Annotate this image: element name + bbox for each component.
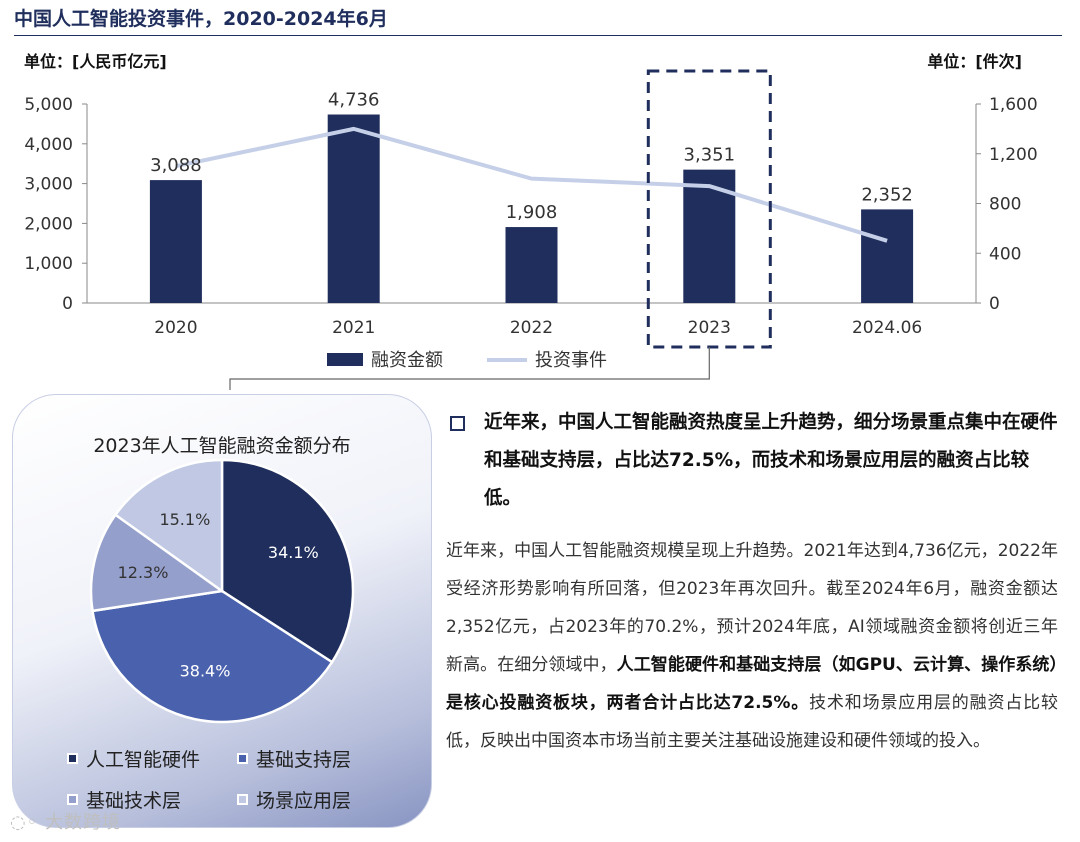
- y-right-tick-label: 800: [989, 195, 1021, 215]
- pie-panel: 2023年人工智能融资金额分布 34.1% 38.4% 12.3% 15.1% 人工智…: [12, 394, 432, 828]
- bar-2024.06: [861, 209, 914, 303]
- legend-swatch-hardware: [67, 753, 78, 764]
- body-text-bold: 人工智能硬件和基础支持层（如GPU、云计算、操作系统）是核心投融资板块，两者合计…: [446, 655, 1058, 713]
- checkbox-bullet-icon: [450, 416, 465, 431]
- x-tick-label: 2021: [332, 318, 375, 338]
- bar-value-label: 1,908: [506, 202, 558, 223]
- legend-label: 基础支持层: [256, 749, 352, 771]
- analysis-text: 近年来，中国人工智能融资热度呈上升趋势，细分场景重点集中在硬件和基础支持层，占比…: [446, 404, 1058, 760]
- body-text-2: 技术和场景应用层的融资占比较低，反映出中国资本市场当前主要关注基础设施建设和硬件…: [446, 693, 1059, 751]
- legend-item-hardware: 人工智能硬件: [67, 745, 237, 772]
- bar-value-label: 4,736: [328, 90, 380, 111]
- pie-slice-label: 34.1%: [268, 543, 319, 562]
- connector-line: [229, 347, 710, 390]
- bar-value-label: 2,352: [861, 184, 913, 205]
- legend-item-tech: 基础技术层: [67, 786, 237, 813]
- y-left-tick-label: 5,000: [24, 95, 73, 115]
- legend-item-support: 基础支持层: [237, 745, 397, 772]
- line-series-events: [175, 126, 888, 243]
- y-right-unit-label: 单位：[件次]: [927, 52, 1022, 71]
- legend-swatch-support: [237, 753, 248, 764]
- legend-label-line: 投资事件: [535, 350, 607, 371]
- pie-chart: 34.1% 38.4% 12.3% 15.1%: [89, 458, 355, 724]
- pie-slice-label: 15.1%: [159, 510, 210, 529]
- x-tick-label: 2022: [510, 318, 553, 338]
- y-right-tick-label: 0: [989, 294, 1000, 314]
- headline: 近年来，中国人工智能融资热度呈上升趋势，细分场景重点集中在硬件和基础支持层，占比…: [446, 404, 1058, 518]
- legend-label: 人工智能硬件: [86, 749, 201, 771]
- body-text-1: 近年来，中国人工智能融资规模呈现上升趋势。2021年达到4,736亿元，2022…: [446, 541, 1058, 675]
- body-paragraph: 近年来，中国人工智能融资规模呈现上升趋势。2021年达到4,736亿元，2022…: [446, 532, 1058, 760]
- legend-label: 场景应用层: [256, 790, 352, 812]
- legend-item-scenario: 场景应用层: [237, 786, 397, 813]
- x-tick-label: 2020: [154, 318, 197, 338]
- pie-slice-label: 12.3%: [118, 563, 169, 582]
- pie-title: 2023年人工智能融资金额分布: [93, 435, 351, 457]
- legend-swatch-tech: [67, 794, 78, 805]
- legend-label: 基础技术层: [86, 790, 182, 812]
- bar-value-label: 3,351: [684, 145, 736, 166]
- y-left-tick-label: 0: [62, 294, 73, 314]
- headline-text: 近年来，中国人工智能融资热度呈上升趋势，细分场景重点集中在硬件和基础支持层，占比…: [484, 412, 1058, 509]
- bar-2020: [149, 180, 202, 303]
- watermark-text: 大数跨境: [45, 812, 122, 833]
- y-right-tick-label: 1,600: [989, 95, 1038, 115]
- y-left-tick-label: 3,000: [24, 175, 73, 195]
- pie-legend: 人工智能硬件 基础支持层 基础技术层 场景应用层: [67, 745, 397, 813]
- watermark-logo-icon: ◌◦: [10, 812, 39, 833]
- watermark: ◌◦ 大数跨境: [10, 808, 121, 834]
- y-right-tick-label: 400: [989, 244, 1021, 264]
- title-divider: [14, 35, 1062, 36]
- x-tick-label: 2024.06: [852, 318, 922, 338]
- y-left-tick-label: 2,000: [24, 214, 73, 234]
- legend-label-bar: 融资金额: [371, 350, 443, 371]
- x-tick-label: 2023: [688, 318, 731, 338]
- y-right-tick-label: 1,200: [989, 145, 1038, 165]
- pie-slice-label: 38.4%: [180, 661, 231, 680]
- y-left-tick-label: 4,000: [24, 135, 73, 155]
- pie-slice-2: [89, 513, 226, 613]
- pie-slice-3: [113, 458, 224, 594]
- legend-swatch-bar: [327, 353, 363, 366]
- bar-2022: [505, 227, 558, 303]
- bar-value-label: 3,088: [150, 155, 202, 176]
- page-title: 中国人工智能投资事件，2020-2024年6月: [14, 8, 388, 30]
- y-left-unit-label: 单位：[人民币亿元]: [24, 52, 167, 71]
- y-left-tick-label: 1,000: [24, 254, 73, 274]
- bar-2021: [327, 114, 380, 303]
- combo-chart: 单位：[人民币亿元] 单位：[件次] 0 1,000 2,000 3,000 4,000 5,…: [24, 52, 1038, 390]
- pie-slice-1: [91, 589, 334, 724]
- legend-swatch-scenario: [237, 794, 248, 805]
